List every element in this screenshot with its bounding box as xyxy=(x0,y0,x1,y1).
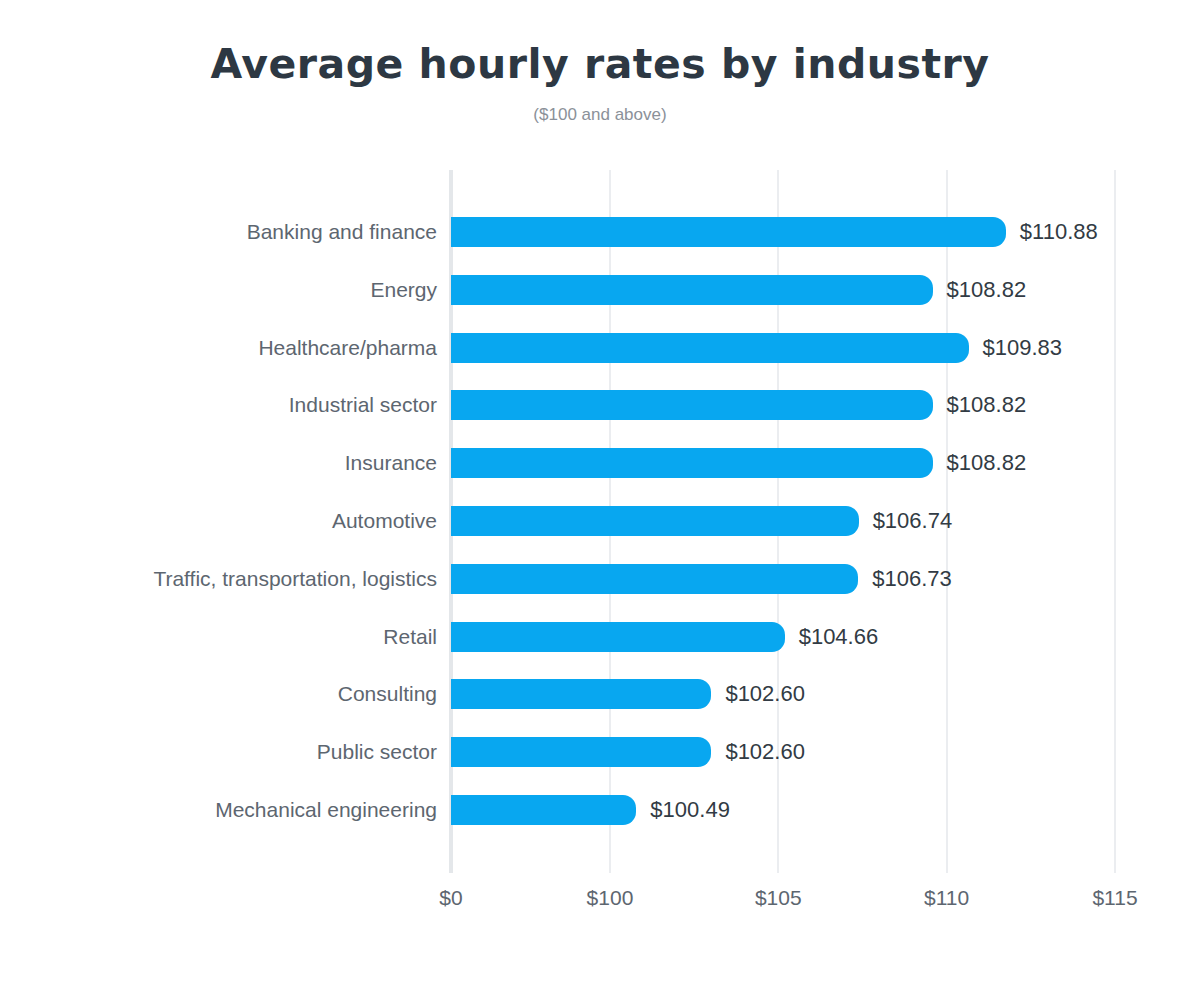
bar-value-label: $108.82 xyxy=(947,392,1027,418)
category-label: Industrial sector xyxy=(0,390,437,420)
bar xyxy=(451,217,1006,247)
category-label: Automotive xyxy=(0,506,437,536)
bar xyxy=(451,275,933,305)
chart-canvas: Average hourly rates by industry ($100 a… xyxy=(0,0,1200,990)
bar xyxy=(451,622,785,652)
bar-value-label: $100.49 xyxy=(650,797,730,823)
bar-value-label: $104.66 xyxy=(799,624,879,650)
bar-value-label: $108.82 xyxy=(947,277,1027,303)
category-label: Insurance xyxy=(0,448,437,478)
bar-value-label: $108.82 xyxy=(947,450,1027,476)
bar-row: $108.82 xyxy=(451,448,1200,478)
bar-row: $109.83 xyxy=(451,333,1200,363)
category-label: Energy xyxy=(0,275,437,305)
x-axis: $0$100$105$110$115 xyxy=(451,886,1161,916)
x-tick-label: $115 xyxy=(1092,886,1137,910)
bar xyxy=(451,679,711,709)
bar xyxy=(451,390,933,420)
chart-subtitle: ($100 and above) xyxy=(0,105,1200,125)
bar-value-label: $109.83 xyxy=(983,335,1063,361)
bar-row: $106.74 xyxy=(451,506,1200,536)
bar-row: $110.88 xyxy=(451,217,1200,247)
bar-row: $102.60 xyxy=(451,679,1200,709)
category-label: Public sector xyxy=(0,737,437,767)
x-tick-label: $100 xyxy=(587,886,634,910)
bar-row: $104.66 xyxy=(451,622,1200,652)
bar xyxy=(451,506,859,536)
category-label: Banking and finance xyxy=(0,217,437,247)
bar-row: $108.82 xyxy=(451,390,1200,420)
bar xyxy=(451,333,969,363)
bar-value-label: $106.74 xyxy=(873,508,953,534)
chart-title: Average hourly rates by industry xyxy=(0,40,1200,88)
bar-value-label: $102.60 xyxy=(725,739,805,765)
category-label: Consulting xyxy=(0,679,437,709)
x-tick-label: $105 xyxy=(755,886,802,910)
x-tick-label: $0 xyxy=(439,886,462,910)
bar xyxy=(451,448,933,478)
category-label: Traffic, transportation, logistics xyxy=(0,564,437,594)
bar-row: $106.73 xyxy=(451,564,1200,594)
bar-value-label: $110.88 xyxy=(1020,219,1098,245)
category-label: Mechanical engineering xyxy=(0,795,437,825)
bar xyxy=(451,737,711,767)
bar-row: $100.49 xyxy=(451,795,1200,825)
bar xyxy=(451,795,636,825)
bar-value-label: $102.60 xyxy=(725,681,805,707)
category-label: Healthcare/pharma xyxy=(0,333,437,363)
category-labels-column: Banking and finance Energy Healthcare/phar… xyxy=(0,170,437,873)
category-label: Retail xyxy=(0,622,437,652)
plot-area: $110.88 $108.82 $109.83 $108.82 $108.82 $106.… xyxy=(451,170,1161,873)
bar-value-label: $106.73 xyxy=(872,566,952,592)
bar-row: $108.82 xyxy=(451,275,1200,305)
x-tick-label: $110 xyxy=(924,886,969,910)
bar-row: $102.60 xyxy=(451,737,1200,767)
bar xyxy=(451,564,858,594)
